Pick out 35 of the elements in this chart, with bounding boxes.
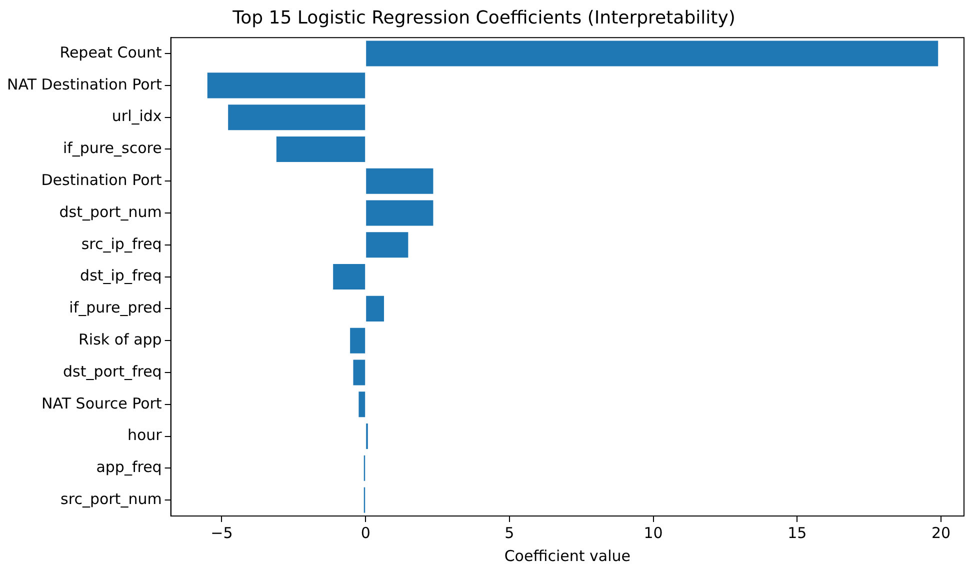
bar [366,200,434,226]
x-tick-label: 10 [644,524,663,542]
y-tick-label: url_idx [112,107,162,126]
y-tick-label: if_pure_score [62,139,162,158]
y-tick-label: hour [127,426,163,444]
bar [333,264,366,290]
bar [353,360,366,386]
chart-title: Top 15 Logistic Regression Coefficients (Interpretability) [232,7,736,28]
y-tick-label: Repeat Count [60,43,162,62]
x-axis-title: Coefficient value [504,546,630,565]
y-tick-label: app_freq [96,458,162,476]
x-tick-label: 0 [360,524,370,542]
bar [276,136,366,162]
bar [207,72,366,98]
y-tick-label: dst_port_num [59,202,162,221]
bar [228,104,366,130]
y-tick-label: Risk of app [78,330,162,348]
bar [366,232,408,258]
y-tick-label: dst_port_freq [62,362,162,380]
bar [350,328,366,354]
y-tick-label: dst_ip_freq [80,266,162,285]
y-tick-label: NAT Destination Port [7,75,162,94]
x-tick-label: 5 [504,524,514,542]
x-tick-label: 15 [788,524,807,542]
bar [358,392,366,418]
y-tick-label: src_port_num [60,490,162,508]
y-tick-label: Destination Port [41,171,162,190]
x-tick-label: −5 [210,524,233,542]
bar [366,168,434,194]
y-tick-label: NAT Source Port [42,394,162,412]
bar [366,296,384,322]
y-tick-label: if_pure_pred [69,298,162,317]
bar [366,40,938,66]
y-tick-label: src_ip_freq [81,234,162,253]
x-tick-label: 20 [931,524,951,542]
